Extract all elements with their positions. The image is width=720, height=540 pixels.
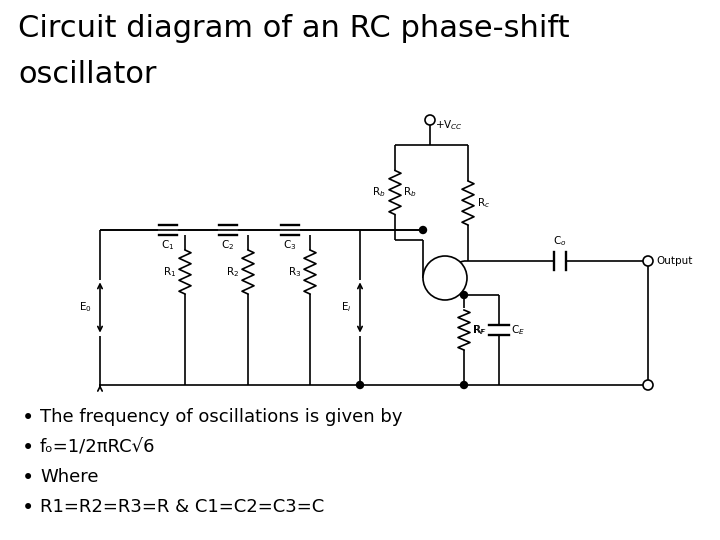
Text: •: • — [22, 498, 35, 518]
Text: •: • — [22, 468, 35, 488]
Text: •: • — [22, 408, 35, 428]
Text: R$_b$: R$_b$ — [403, 186, 417, 199]
Text: R$_2$: R$_2$ — [226, 265, 239, 279]
Text: R$_F$: R$_F$ — [472, 323, 485, 337]
Text: C$_1$: C$_1$ — [161, 238, 175, 252]
Text: C$_o$: C$_o$ — [553, 234, 567, 248]
Text: Output: Output — [656, 256, 693, 266]
Text: R$_3$: R$_3$ — [287, 265, 301, 279]
Text: •: • — [22, 438, 35, 458]
Circle shape — [461, 292, 467, 299]
Text: C$_E$: C$_E$ — [511, 323, 525, 337]
Circle shape — [643, 256, 653, 266]
Text: E$_0$: E$_0$ — [79, 301, 92, 314]
Text: C$_3$: C$_3$ — [283, 238, 297, 252]
Text: R$_c$: R$_c$ — [477, 196, 490, 210]
Circle shape — [461, 381, 467, 388]
Text: C$_2$: C$_2$ — [222, 238, 235, 252]
Circle shape — [643, 380, 653, 390]
Text: E$_i$: E$_i$ — [341, 301, 352, 314]
Text: R$_1$: R$_1$ — [163, 265, 176, 279]
Circle shape — [423, 256, 467, 300]
Text: oscillator: oscillator — [18, 60, 156, 89]
Text: +V$_{CC}$: +V$_{CC}$ — [435, 118, 463, 132]
Circle shape — [425, 115, 435, 125]
Circle shape — [356, 381, 364, 388]
Text: R$_F$: R$_F$ — [473, 323, 487, 337]
Circle shape — [420, 226, 426, 233]
Text: Where: Where — [40, 468, 99, 486]
Text: The frequency of oscillations is given by: The frequency of oscillations is given b… — [40, 408, 402, 426]
Text: fₒ=1/2πRC√6: fₒ=1/2πRC√6 — [40, 438, 156, 456]
Text: R1=R2=R3=R & C1=C2=C3=C: R1=R2=R3=R & C1=C2=C3=C — [40, 498, 324, 516]
Text: R$_b$: R$_b$ — [372, 186, 386, 199]
Text: Circuit diagram of an RC phase-shift: Circuit diagram of an RC phase-shift — [18, 14, 570, 43]
